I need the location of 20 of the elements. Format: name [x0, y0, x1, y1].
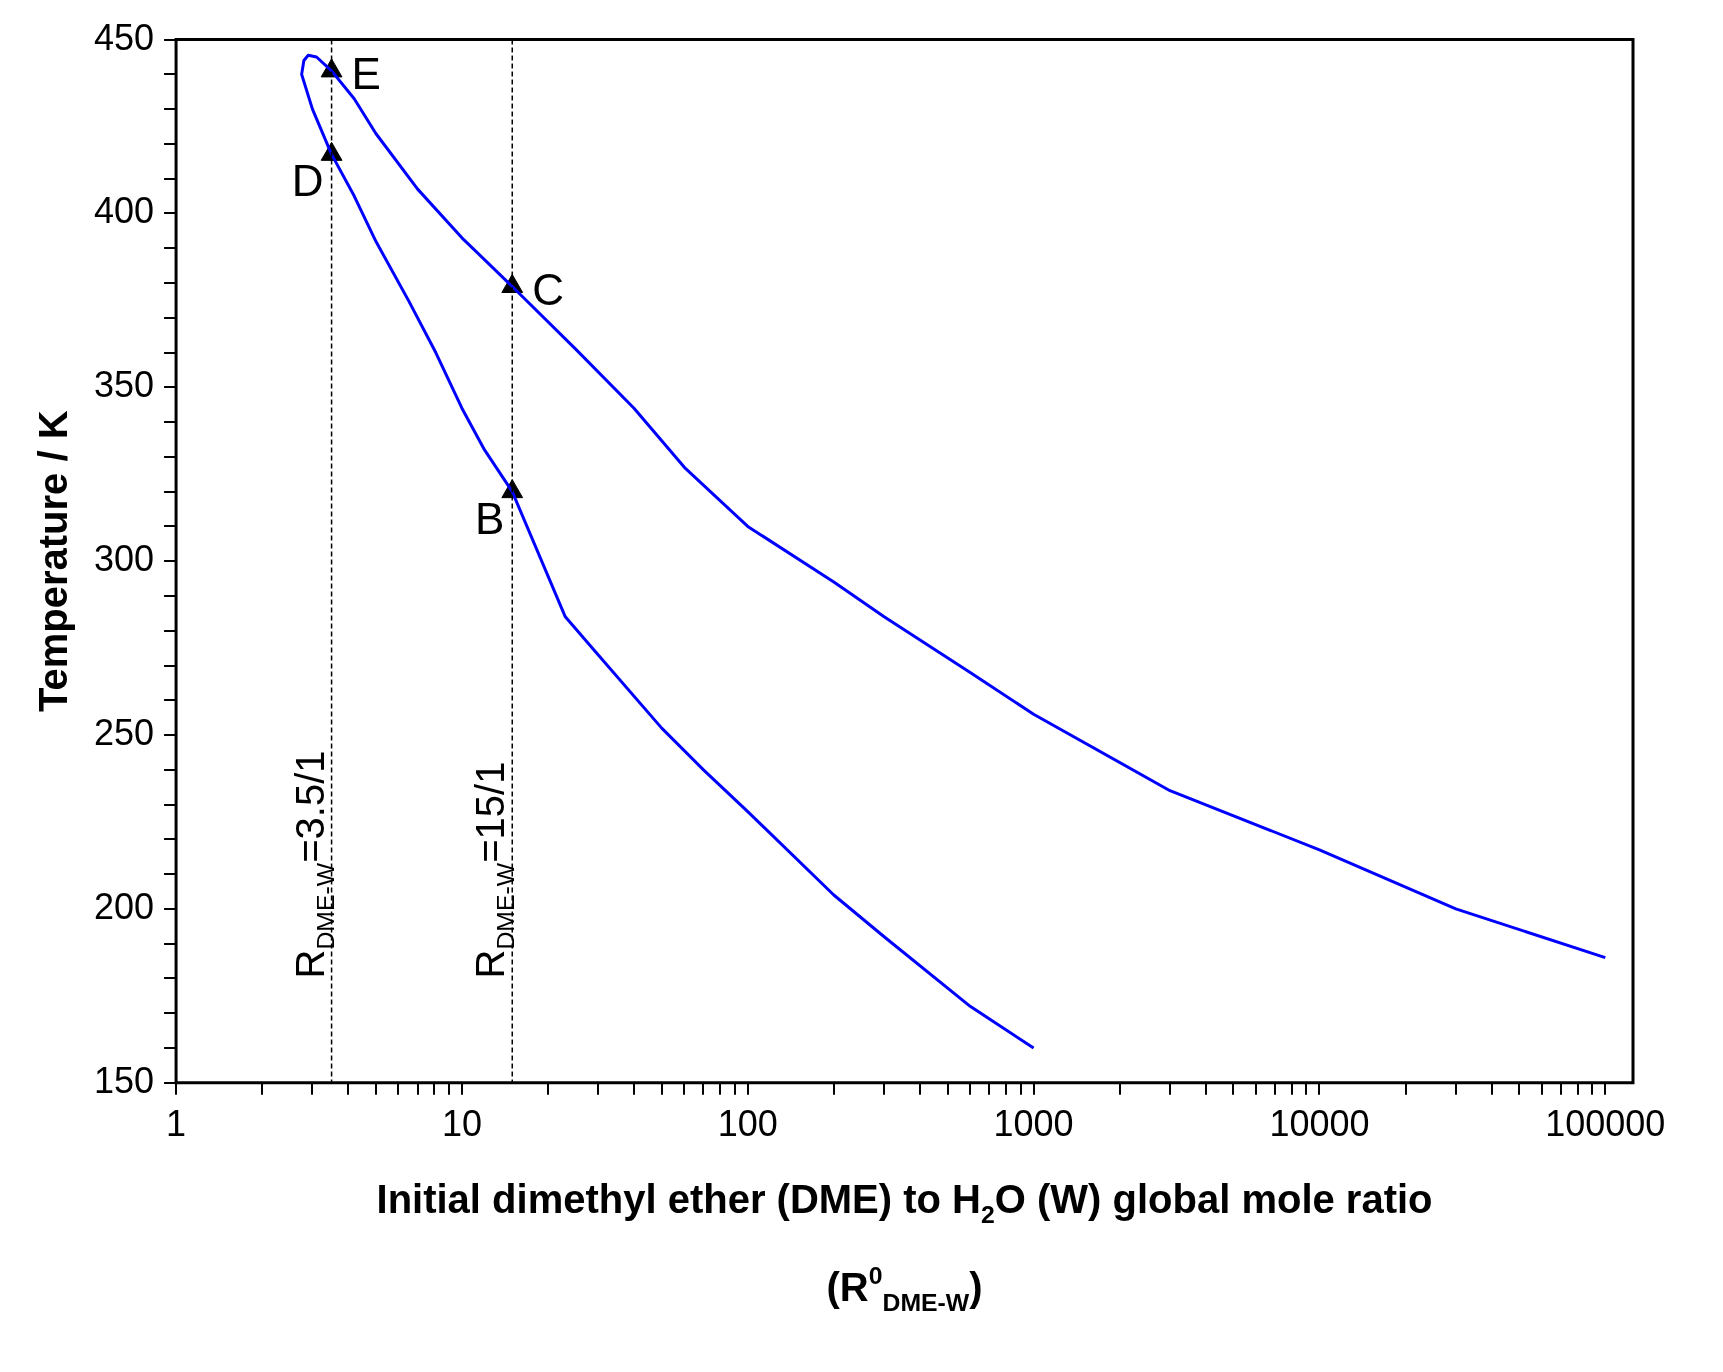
x-tick-label: 1 [166, 1103, 187, 1145]
data-label: E [351, 49, 381, 99]
x-tick-label: 1000 [993, 1103, 1074, 1145]
x-tick-label: 10 [441, 1103, 482, 1145]
data-label: C [532, 264, 565, 314]
ref-line-label: RDME-W=15/1 [468, 761, 520, 979]
y-tick-label: 200 [93, 885, 155, 927]
y-tick-label: 450 [93, 16, 155, 58]
ref-line-label: RDME-W=3.5/1 [287, 750, 339, 979]
y-axis-title: Temperature / K [31, 410, 76, 712]
y-tick-label: 400 [93, 190, 155, 232]
x-tick-label: 100 [717, 1103, 778, 1145]
y-tick-label: 350 [93, 364, 155, 406]
y-tick-label: 300 [93, 538, 155, 580]
x-tick-label: 100000 [1545, 1103, 1666, 1145]
y-tick-label: 150 [93, 1059, 155, 1101]
data-label: D [291, 156, 324, 206]
y-tick-label: 250 [93, 711, 155, 753]
x-tick-label: 10000 [1269, 1103, 1370, 1145]
data-label: B [474, 493, 505, 543]
